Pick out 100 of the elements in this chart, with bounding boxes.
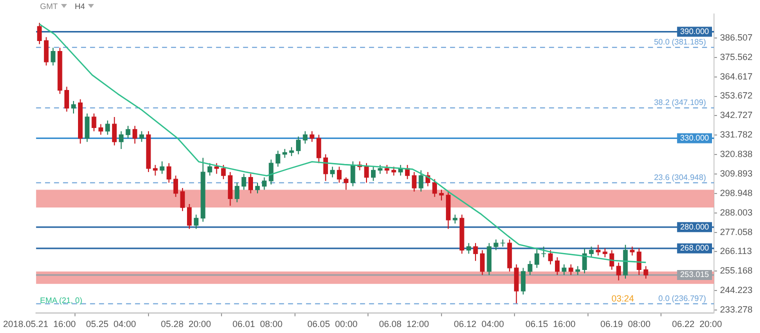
candlestick <box>548 250 553 265</box>
candlestick <box>166 162 172 184</box>
y-tick-label: 386.507 <box>720 32 753 42</box>
candlestick <box>132 125 138 144</box>
candlestick <box>562 264 566 276</box>
candlestick <box>473 242 478 262</box>
ref-line-label: 330.000 <box>680 134 710 142</box>
x-tick-label: 06.19 08:00 <box>600 319 650 330</box>
x-tick-label: 2018.05.21 16:00 <box>3 319 76 330</box>
x-tick-label: 06.15 16:00 <box>525 319 576 330</box>
ref-line-label: 23.6 (304.948) <box>654 172 706 182</box>
candlestick <box>316 134 322 164</box>
candlestick <box>248 173 254 194</box>
x-tick-label: 06.22 20:00 <box>672 319 722 330</box>
candlestick <box>50 47 56 66</box>
x-tick-label: 06.01 08:00 <box>232 319 283 330</box>
candlestick <box>589 246 594 258</box>
candlestick <box>439 189 444 201</box>
candlestick <box>528 260 532 276</box>
candlestick <box>480 250 485 276</box>
candlestick <box>418 170 424 192</box>
candlestick <box>194 214 198 230</box>
candlestick <box>255 182 260 194</box>
candlestick <box>112 116 117 146</box>
candlestick <box>228 172 233 206</box>
y-tick-label: 331.782 <box>720 130 753 140</box>
candlestick <box>350 160 356 187</box>
ref-line-label: 0.0 (236.797) <box>658 294 706 303</box>
candlestick <box>582 248 587 274</box>
candlestick <box>98 124 104 136</box>
text: H4 <box>74 2 86 11</box>
candlestick <box>262 176 267 190</box>
y-tick-label: 375.562 <box>720 52 753 62</box>
candlestick <box>44 36 49 66</box>
y-tick-label: 309.893 <box>720 168 753 178</box>
annotation: 03:24 <box>611 293 634 304</box>
candlestick <box>84 112 90 142</box>
ref-line-label: 280.000 <box>680 222 710 232</box>
y-tick-label: 320.838 <box>720 149 753 160</box>
y-tick-label: 288.003 <box>720 207 753 218</box>
candlestick <box>364 162 369 184</box>
candlestick <box>71 100 76 114</box>
candlestick <box>160 160 164 174</box>
y-tick-label: 233.278 <box>720 304 753 315</box>
candlestick <box>370 166 376 182</box>
candlestick <box>276 150 280 168</box>
text: EMA (21, 0) <box>40 296 82 305</box>
candlestick <box>636 248 642 276</box>
candlestick <box>534 248 540 268</box>
candlestick <box>105 120 110 136</box>
candlestick <box>64 86 70 112</box>
y-tick-label: 353.672 <box>720 90 753 101</box>
candlestick <box>432 178 437 198</box>
x-tick-label: 05.28 20:00 <box>160 319 211 330</box>
y-tick-label: 277.058 <box>720 226 753 237</box>
candlestick <box>514 264 519 304</box>
ref-line-label: 268.000 <box>680 244 710 253</box>
candlestick <box>92 112 96 132</box>
candlestick <box>336 166 342 184</box>
text: GMT <box>40 2 58 11</box>
candlestick <box>173 175 178 198</box>
candlestick <box>520 267 526 296</box>
candlestick <box>180 188 185 212</box>
y-tick-label: 255.168 <box>720 266 753 276</box>
candlestick <box>302 130 308 144</box>
candlestick <box>296 136 301 155</box>
candlestick <box>37 22 42 45</box>
candlestick <box>494 239 498 251</box>
candlestick <box>554 256 560 276</box>
y-tick-label: 298.948 <box>720 188 753 198</box>
ref-line-label: 390.000 <box>680 26 710 36</box>
x-tick-label: 06.05 00:00 <box>307 319 358 330</box>
candlestick <box>466 242 472 254</box>
candlestick <box>221 164 226 180</box>
candlestick <box>310 130 314 142</box>
candlestick <box>344 176 348 190</box>
candlestick <box>644 266 648 280</box>
y-tick-label: 364.617 <box>720 71 753 82</box>
candlestick <box>412 172 417 192</box>
ref-line-label: 38.2 (347.109) <box>654 98 706 108</box>
candlestick <box>118 130 124 150</box>
candlestick <box>242 173 246 190</box>
candlestick <box>330 166 335 178</box>
ref-line-label: 253.015 <box>680 270 710 280</box>
ref-line-label: 50.0 (381.185) <box>654 38 706 47</box>
candlestick <box>616 262 621 281</box>
y-tick-label: 244.223 <box>720 285 753 296</box>
candlestick <box>234 182 240 203</box>
candlestick <box>596 244 600 256</box>
x-tick-label: 06.08 12:00 <box>378 319 430 330</box>
candlestick <box>568 264 574 276</box>
candlestick <box>214 162 219 174</box>
y-tick-label: 266.113 <box>720 246 752 256</box>
candlestick <box>139 130 144 142</box>
candlestick <box>187 203 192 230</box>
x-tick-label: 06.12 04:00 <box>454 319 504 330</box>
y-tick-label: 342.727 <box>720 110 753 120</box>
candlestick <box>207 162 212 176</box>
x-tick-label: 05.25 04:00 <box>86 319 136 330</box>
candlestick <box>152 164 158 176</box>
